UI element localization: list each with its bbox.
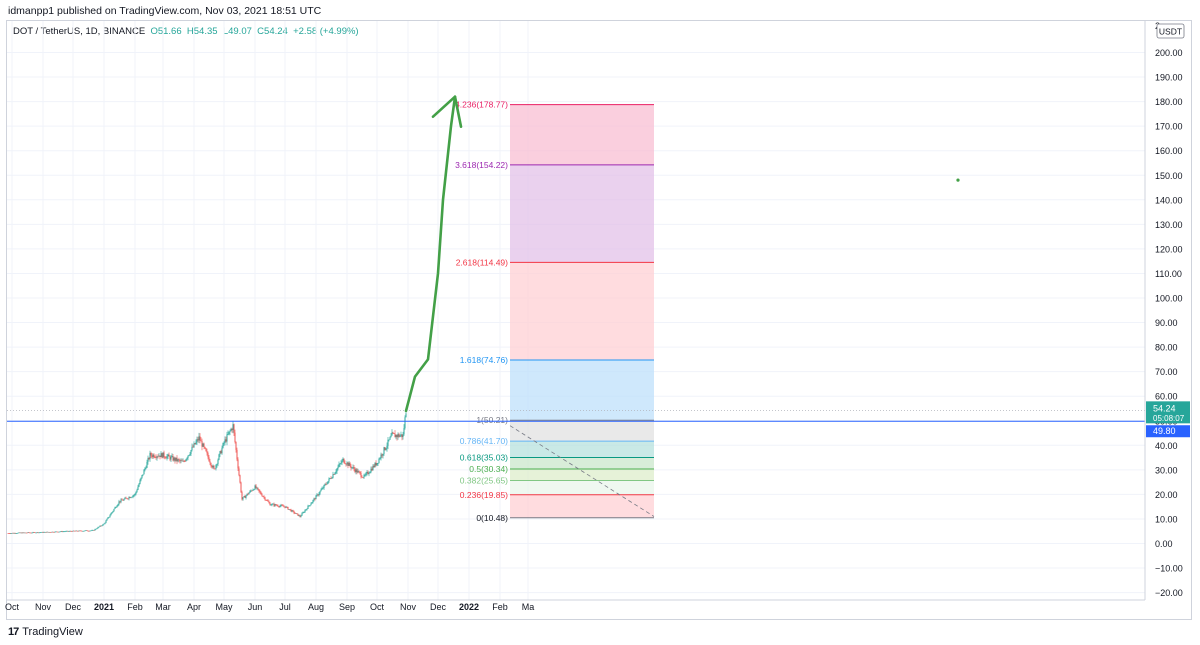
symbol-name: DOT / TetherUS, 1D, BINANCE	[13, 26, 146, 37]
close-value: C54.24	[257, 26, 288, 37]
change-value: +2.58 (+4.99%)	[293, 26, 359, 37]
low-value: L49.07	[222, 26, 252, 37]
chart-frame[interactable]	[6, 20, 1192, 620]
publisher-line: idmanpp1 published on TradingView.com, N…	[8, 5, 322, 17]
open-value: O51.66	[150, 26, 182, 37]
high-value: H54.35	[186, 26, 218, 37]
brand-name: TradingView	[22, 626, 83, 638]
footer: 17 TradingView	[8, 626, 83, 638]
symbol-legend: DOT / TetherUS, 1D, BINANCE O51.66 H54.3…	[13, 26, 359, 37]
chart-header: idmanpp1 published on TradingView.com, N…	[0, 0, 1200, 20]
tradingview-logo-icon: 17	[8, 626, 19, 638]
